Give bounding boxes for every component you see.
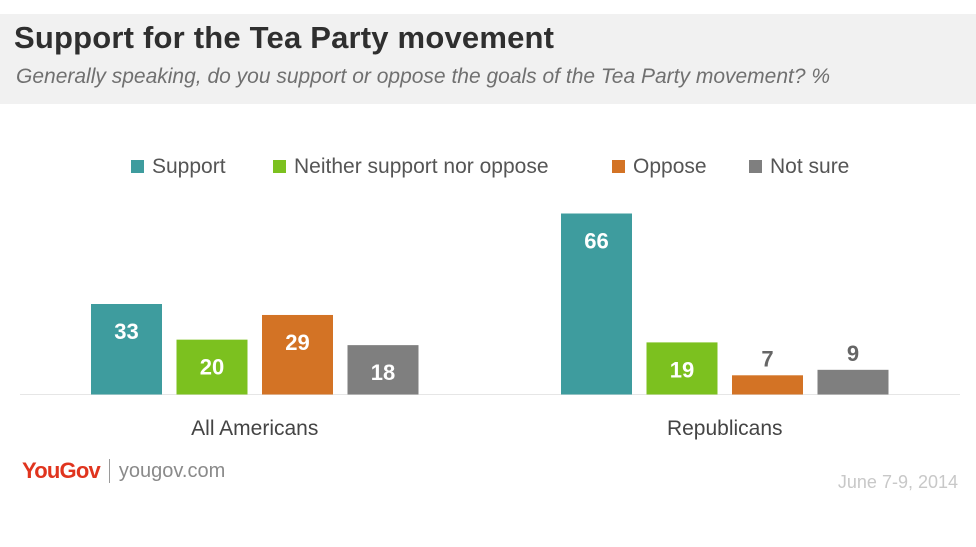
data-label: 7 xyxy=(761,346,773,371)
legend-swatch xyxy=(131,160,144,173)
legend-swatch xyxy=(749,160,762,173)
bar xyxy=(646,342,718,395)
data-label: 18 xyxy=(371,360,395,385)
bar xyxy=(176,339,248,395)
logo-wordmark: YouGov xyxy=(22,458,101,483)
data-label: 29 xyxy=(285,330,309,355)
bar xyxy=(732,375,803,395)
data-label: 66 xyxy=(584,229,608,254)
logo-divider xyxy=(108,459,110,483)
legend-swatch xyxy=(612,160,625,173)
chart-header: Support for the Tea Party movement Gener… xyxy=(0,14,976,104)
legend-label: Support xyxy=(152,155,226,178)
legend-label: Neither support nor oppose xyxy=(294,155,549,178)
logo-url: yougov.com xyxy=(118,459,226,482)
legend-label: Oppose xyxy=(633,155,707,178)
category-label: All Americans xyxy=(191,417,318,440)
bar xyxy=(91,304,162,395)
data-label: 19 xyxy=(670,357,694,382)
bar xyxy=(347,345,419,395)
category-label: Republicans xyxy=(667,417,783,440)
data-label: 20 xyxy=(200,355,224,380)
bar xyxy=(817,369,889,395)
yougov-logo: YouGov yougov.com xyxy=(22,455,225,487)
data-label: 9 xyxy=(847,341,859,366)
bar xyxy=(262,314,333,395)
survey-date: June 7-9, 2014 xyxy=(837,472,958,492)
data-label: 33 xyxy=(114,319,138,344)
bar xyxy=(561,213,632,395)
legend-label: Not sure xyxy=(770,155,849,178)
chart-title: Support for the Tea Party movement xyxy=(14,20,555,55)
legend-swatch xyxy=(273,160,286,173)
chart-subtitle: Generally speaking, do you support or op… xyxy=(16,65,831,88)
